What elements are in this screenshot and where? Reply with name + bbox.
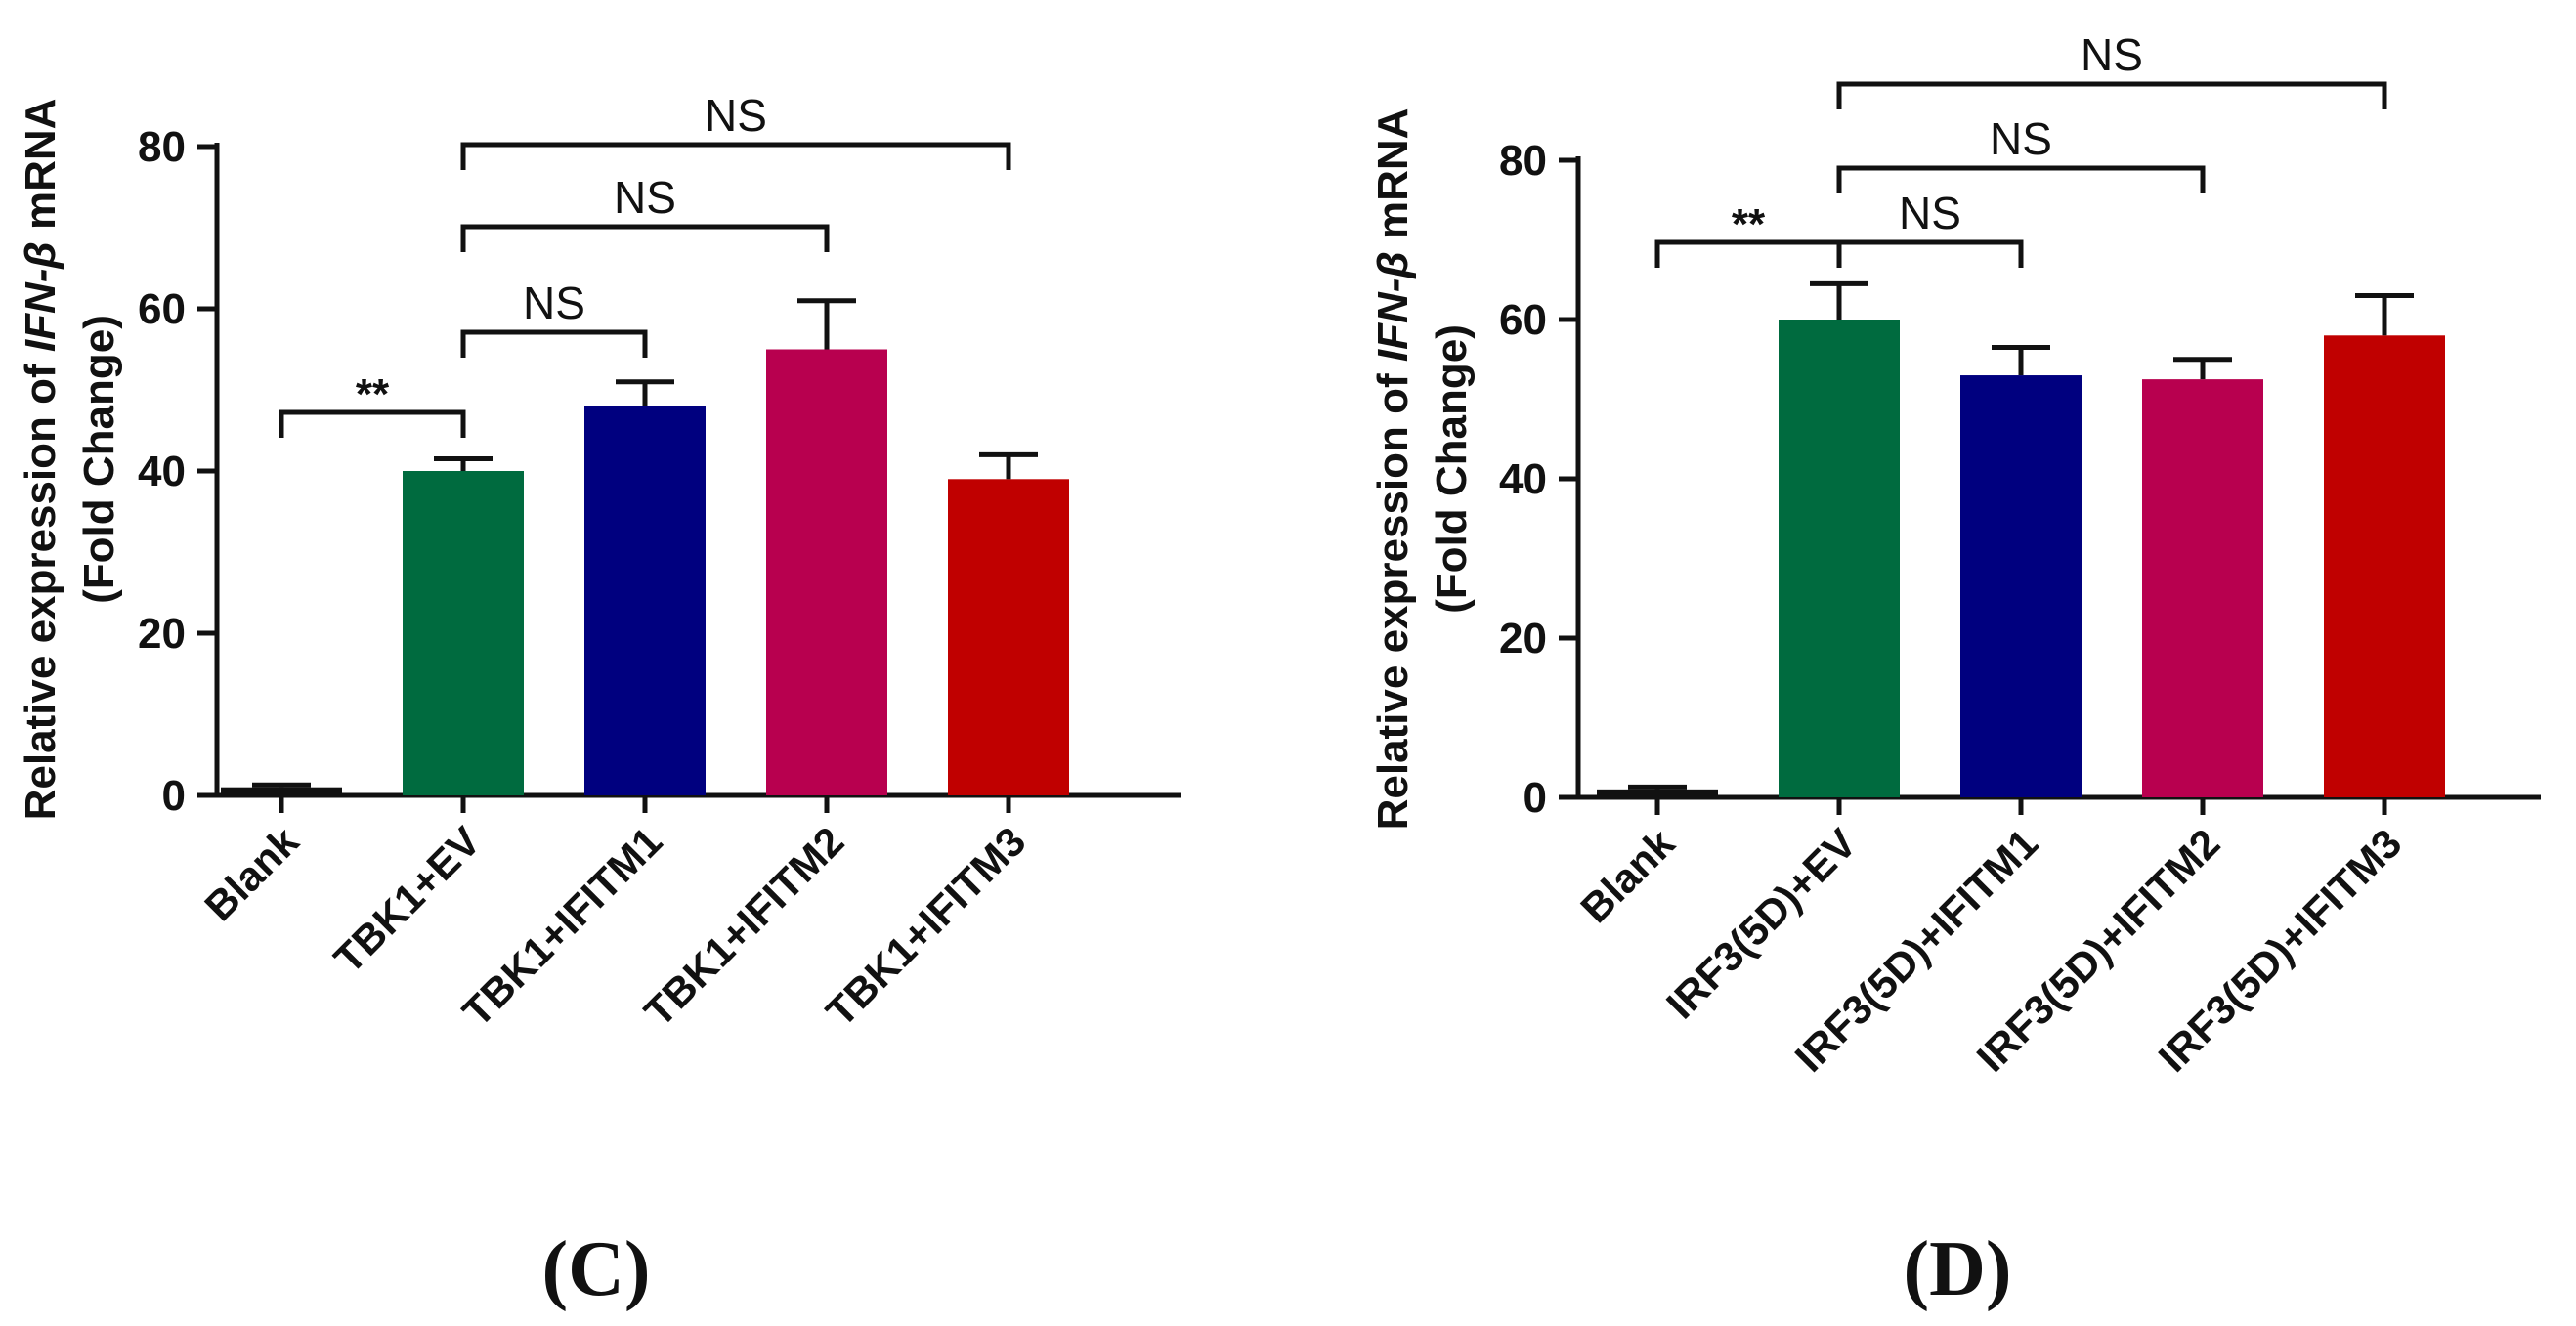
- panel-label-c: (C): [541, 1226, 650, 1312]
- ylabel-suffix: mRNA: [17, 99, 64, 242]
- bar: [1960, 375, 2082, 797]
- x-tick-label: IRF3(5D)+EV: [1657, 820, 1865, 1027]
- significance-label: NS: [614, 172, 676, 223]
- significance-label: NS: [2081, 29, 2143, 80]
- y-axis-label-d: Relative expression of IFN-β mRNA (Fold …: [1369, 108, 1476, 831]
- bar: [221, 787, 342, 795]
- bar: [403, 471, 524, 795]
- bar: [948, 479, 1069, 795]
- y-tick-label: 20: [1499, 615, 1547, 663]
- significance-label: NS: [523, 278, 585, 328]
- bar: [2324, 335, 2445, 797]
- significance-label: **: [356, 370, 390, 418]
- x-tick-label: Blank: [1571, 820, 1684, 932]
- y-axis-label-c: Relative expression of IFN-β mRNA (Fold …: [17, 99, 123, 821]
- x-tick-label: TBK1+EV: [325, 818, 490, 982]
- ylabel-gene: IFN-β: [1369, 251, 1417, 362]
- significance-label: NS: [705, 90, 767, 141]
- ylabel-prefix: Relative expression of: [17, 352, 64, 820]
- y-tick-label: 0: [162, 772, 186, 820]
- significance-bracket: [1836, 165, 2206, 193]
- svg-text:Relative expression of IFN-β m: Relative expression of IFN-β mRNA: [1369, 108, 1417, 831]
- y-tick-label: 20: [138, 610, 186, 658]
- y-tick-label: 80: [1499, 137, 1547, 185]
- y-tick-label: 60: [1499, 296, 1547, 344]
- ylabel-line2: (Fold Change): [1428, 324, 1476, 614]
- significance-bracket: [1836, 239, 2024, 268]
- significance-bracket: [460, 329, 648, 358]
- y-tick-label: 0: [1524, 774, 1547, 822]
- ylabel-gene: IFN-β: [17, 241, 64, 352]
- significance-bracket: [279, 409, 466, 438]
- chart-panel-d: Relative expression of IFN-β mRNA (Fold …: [1369, 29, 2541, 1312]
- plot-area-d: 020406080BlankIRF3(5D)+EVIRF3(5D)+IFITM1…: [1499, 29, 2541, 1081]
- bar: [584, 406, 706, 795]
- ylabel-suffix: mRNA: [1369, 108, 1417, 252]
- bar: [2142, 379, 2263, 797]
- significance-label: NS: [1899, 188, 1961, 238]
- significance-label: **: [1732, 200, 1766, 248]
- y-tick-label: 40: [138, 448, 186, 495]
- significance-bracket: [460, 224, 830, 252]
- significance-label: NS: [1990, 113, 2052, 164]
- significance-bracket: [1836, 81, 2387, 109]
- svg-text:Relative expression of IFN-β m: Relative expression of IFN-β mRNA: [17, 99, 64, 821]
- chart-panel-c: Relative expression of IFN-β mRNA (Fold …: [17, 90, 1181, 1312]
- bar: [1779, 320, 1900, 797]
- y-tick-label: 40: [1499, 455, 1547, 503]
- bar: [1597, 789, 1718, 797]
- y-tick-label: 80: [138, 123, 186, 171]
- y-tick-label: 60: [138, 285, 186, 333]
- x-tick-label: Blank: [195, 818, 308, 930]
- bar: [766, 349, 887, 795]
- ylabel-prefix: Relative expression of: [1369, 362, 1417, 830]
- panel-label-d: (D): [1903, 1226, 2011, 1312]
- significance-bracket: [460, 142, 1011, 170]
- ylabel-line2: (Fold Change): [75, 315, 123, 604]
